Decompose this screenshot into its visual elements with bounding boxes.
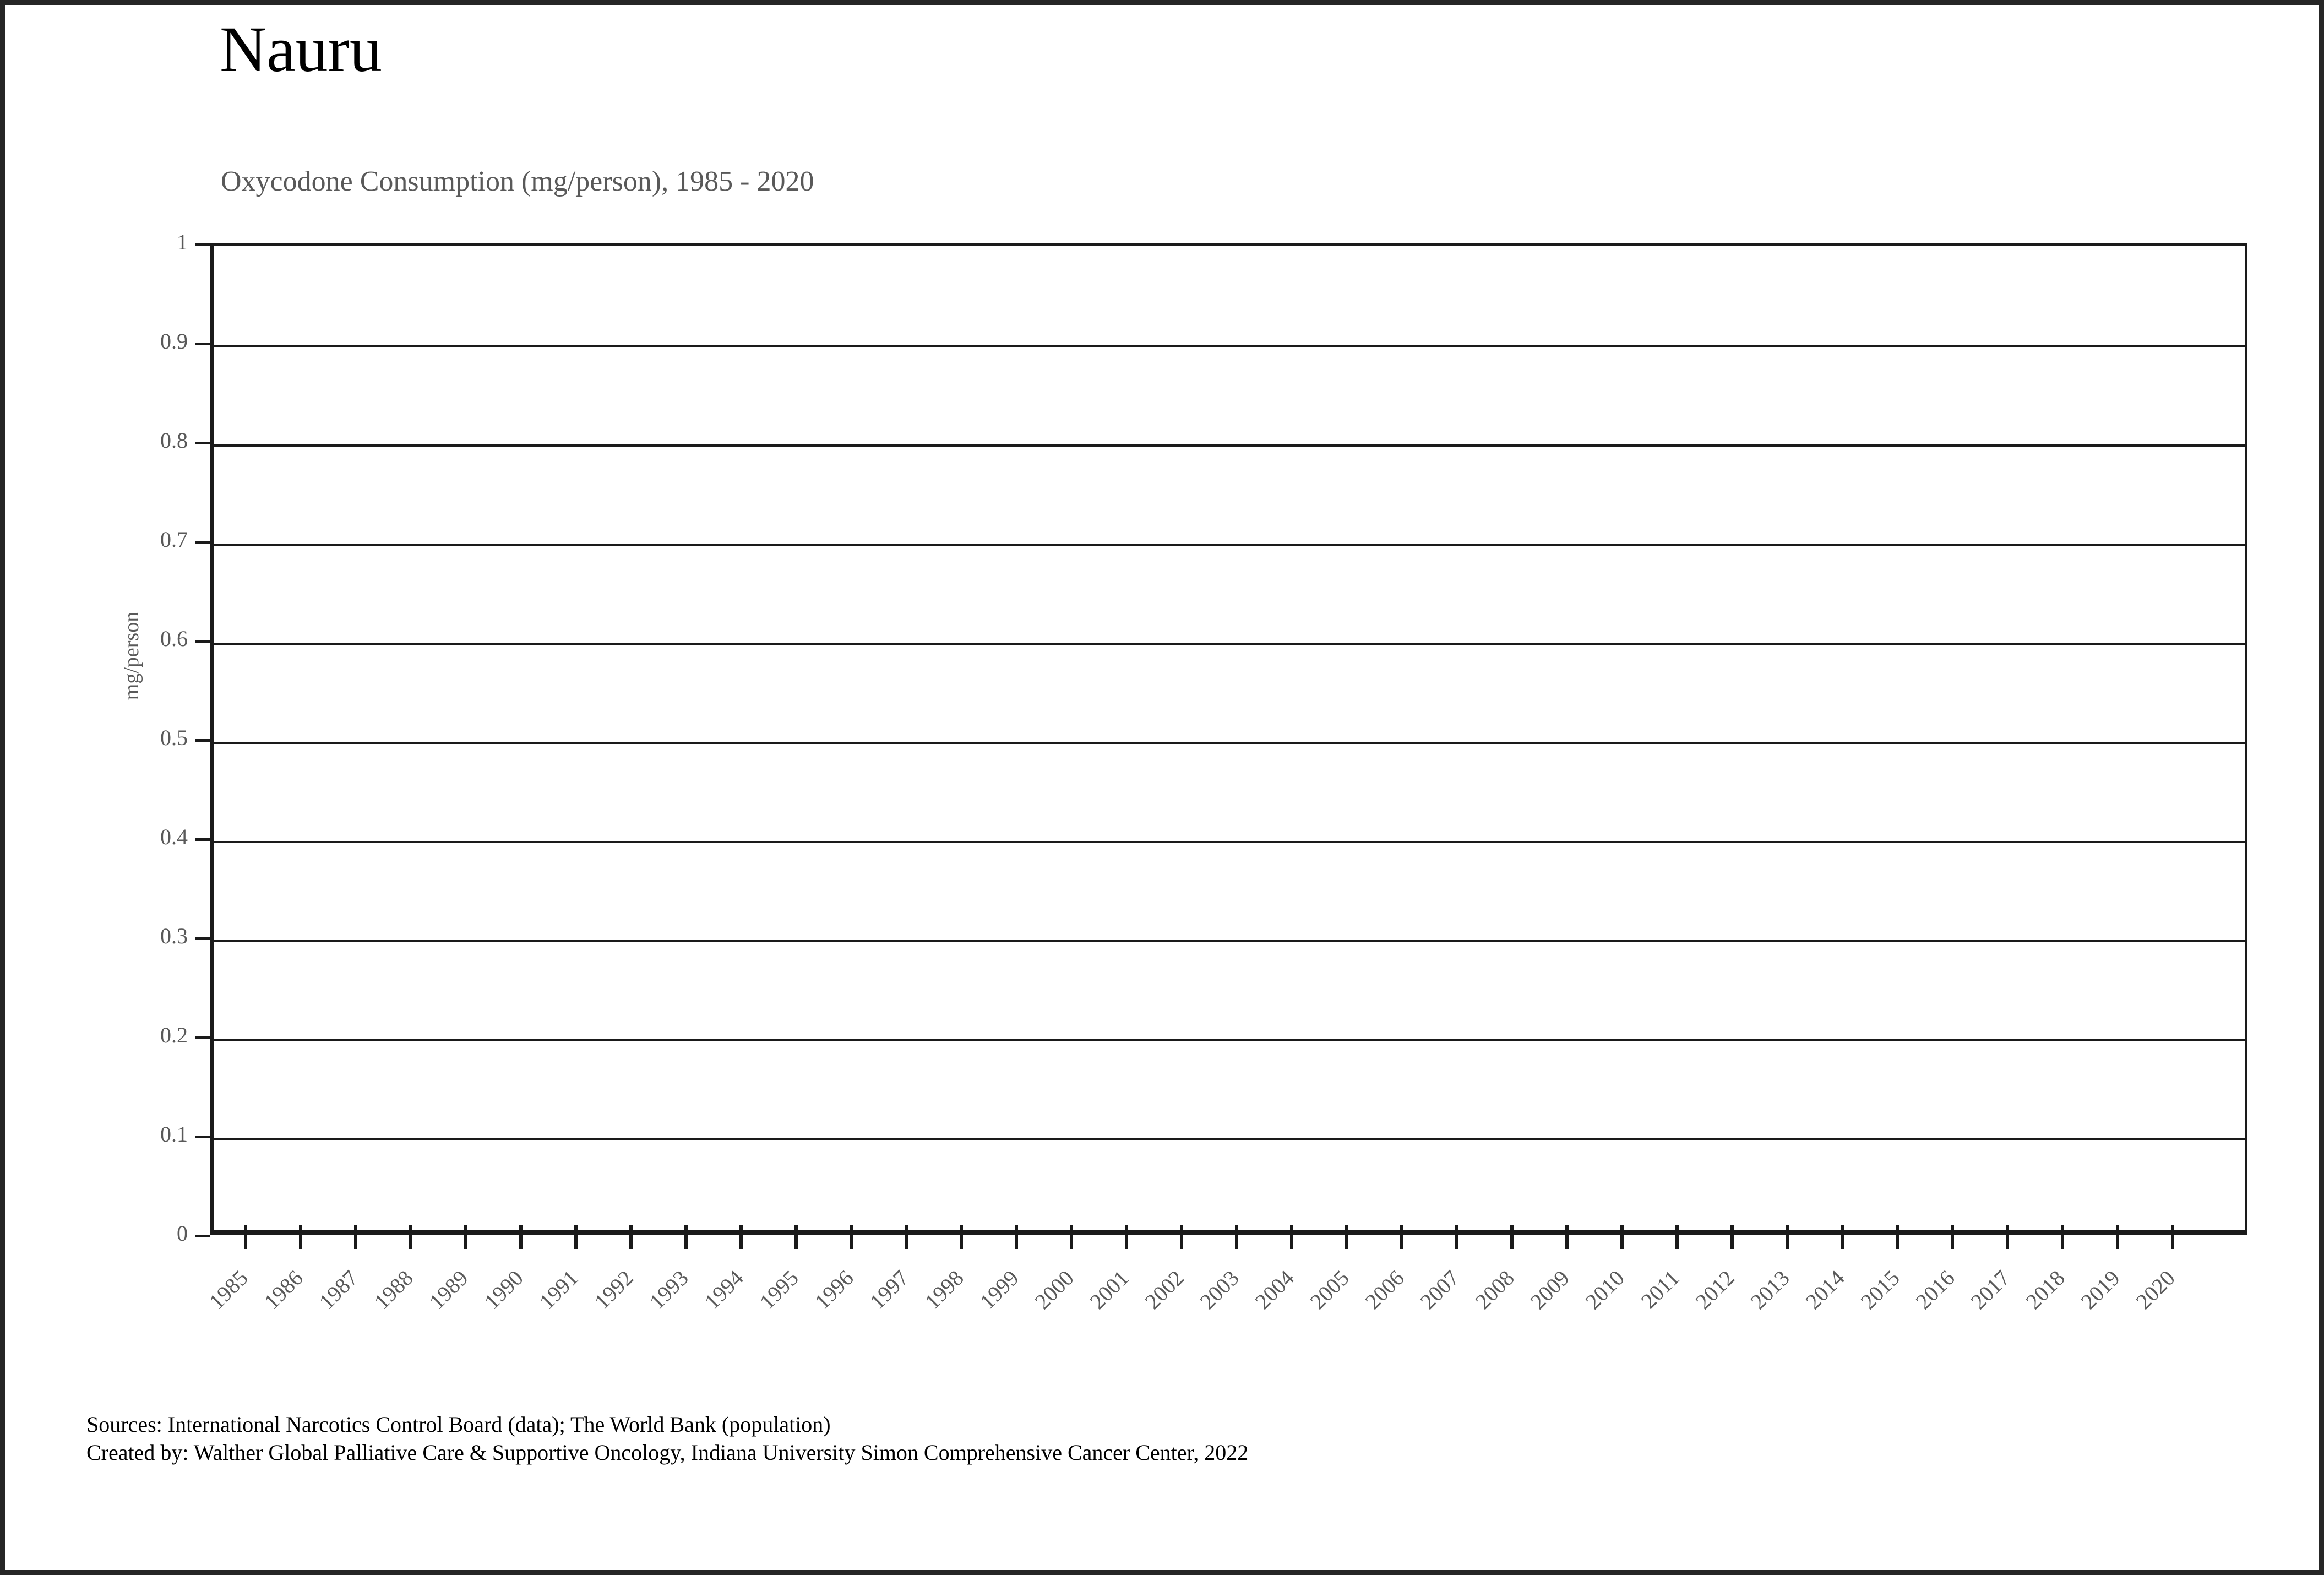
x-axis-tick <box>2171 1225 2174 1249</box>
footer-created-by-line: Created by: Walther Global Palliative Ca… <box>86 1440 1249 1465</box>
x-axis-tick <box>2006 1225 2009 1249</box>
gridline <box>214 940 2245 942</box>
gridline <box>214 643 2245 645</box>
x-axis-tick <box>574 1225 578 1249</box>
x-axis-tick <box>1125 1225 1128 1249</box>
chart-canvas: Nauru Oxycodone Consumption (mg/person),… <box>5 5 2319 1570</box>
y-axis-label: 0.6 <box>160 626 188 651</box>
y-axis-label: 0.5 <box>160 725 188 750</box>
x-axis-tick <box>1180 1225 1183 1249</box>
gridline <box>214 841 2245 843</box>
x-axis-tick <box>1510 1225 1514 1249</box>
x-axis-tick <box>244 1225 247 1249</box>
y-axis-label: 0.2 <box>160 1023 188 1047</box>
x-axis-tick <box>960 1225 963 1249</box>
x-axis-tick <box>464 1225 467 1249</box>
y-axis-major-tick <box>195 937 210 940</box>
y-axis-major-tick <box>195 1235 210 1237</box>
x-axis-tick <box>1565 1225 1569 1249</box>
y-axis-label: 0.8 <box>160 428 188 453</box>
chart-subtitle: Oxycodone Consumption (mg/person), 1985 … <box>221 166 814 197</box>
footer-sources-line: Sources: International Narcotics Control… <box>86 1412 831 1437</box>
y-axis-major-tick <box>195 739 210 742</box>
x-axis-tick <box>1400 1225 1403 1249</box>
x-axis-tick <box>794 1225 798 1249</box>
x-axis-tick <box>1620 1225 1624 1249</box>
x-axis-tick <box>1786 1225 1789 1249</box>
x-axis-tick <box>850 1225 853 1249</box>
x-axis-tick <box>629 1225 633 1249</box>
y-axis-major-tick <box>195 838 210 841</box>
y-axis-major-tick <box>195 1036 210 1039</box>
y-axis-label: 1 <box>177 230 188 254</box>
y-axis-major-tick <box>195 442 210 444</box>
y-axis-label: 0.9 <box>160 329 188 354</box>
y-axis-title: mg/person <box>120 611 143 700</box>
x-axis-tick <box>2061 1225 2064 1249</box>
x-axis-tick <box>1896 1225 1899 1249</box>
x-axis-tick <box>1675 1225 1679 1249</box>
x-axis-tick <box>739 1225 743 1249</box>
y-axis-label: 0 <box>177 1221 188 1246</box>
y-axis-major-tick <box>195 243 210 246</box>
x-axis-tick <box>1841 1225 1844 1249</box>
x-axis-tick <box>1951 1225 1954 1249</box>
gridline <box>214 1138 2245 1140</box>
y-axis-major-tick <box>195 541 210 544</box>
x-axis-tick <box>1345 1225 1348 1249</box>
gridline <box>214 1039 2245 1041</box>
x-axis-tick <box>409 1225 412 1249</box>
x-axis-tick <box>354 1225 357 1249</box>
x-axis-tick <box>1730 1225 1734 1249</box>
x-axis-tick <box>905 1225 908 1249</box>
x-axis-tick <box>2116 1225 2119 1249</box>
y-axis-label: 0.4 <box>160 824 188 849</box>
y-axis-label: 0.1 <box>160 1122 188 1147</box>
plot-area <box>210 243 2247 1235</box>
y-axis-label: 0.7 <box>160 527 188 552</box>
page-title: Nauru <box>220 13 382 85</box>
x-axis-tick <box>1070 1225 1073 1249</box>
x-axis-tick <box>1290 1225 1293 1249</box>
x-axis-tick <box>1235 1225 1238 1249</box>
x-axis-tick <box>299 1225 302 1249</box>
gridline <box>214 742 2245 744</box>
gridline <box>214 544 2245 546</box>
footer: Sources: International Narcotics Control… <box>86 1410 1248 1467</box>
y-axis-label: 0.3 <box>160 924 188 948</box>
y-axis-major-tick <box>195 1136 210 1138</box>
y-axis-major-tick <box>195 640 210 643</box>
x-axis-tick <box>519 1225 523 1249</box>
x-axis-tick <box>684 1225 688 1249</box>
gridline <box>214 444 2245 447</box>
x-axis-tick <box>1455 1225 1458 1249</box>
y-axis-major-tick <box>195 343 210 345</box>
gridline <box>214 345 2245 347</box>
x-axis-tick <box>1015 1225 1018 1249</box>
